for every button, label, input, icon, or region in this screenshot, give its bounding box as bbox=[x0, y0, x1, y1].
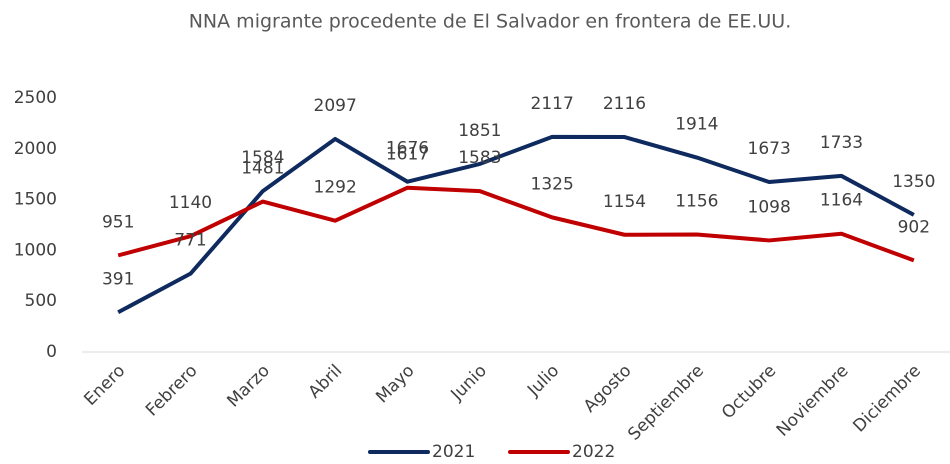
x-tick-label: Enero bbox=[80, 361, 129, 410]
data-label: 1350 bbox=[892, 172, 935, 192]
data-label: 1098 bbox=[748, 197, 791, 217]
x-tick-label: Septiembre bbox=[624, 361, 708, 445]
series-line bbox=[117, 185, 915, 263]
data-label: 1154 bbox=[603, 192, 646, 212]
data-label: 2097 bbox=[314, 96, 357, 116]
y-tick-label: 2000 bbox=[14, 139, 57, 159]
data-label: 771 bbox=[174, 231, 206, 251]
data-label: 1140 bbox=[169, 193, 212, 213]
data-label: 1583 bbox=[458, 148, 501, 168]
data-label: 391 bbox=[102, 269, 134, 289]
x-tick-label: Agosto bbox=[580, 361, 636, 417]
data-label: 1164 bbox=[820, 191, 863, 211]
y-tick-label: 2500 bbox=[14, 88, 57, 108]
x-tick-label: Diciembre bbox=[849, 361, 925, 437]
chart-title: NNA migrante procedente de El Salvador e… bbox=[189, 11, 792, 33]
y-tick-label: 0 bbox=[46, 342, 57, 362]
data-label: 1481 bbox=[241, 159, 284, 179]
x-tick-label: Mayo bbox=[372, 361, 418, 407]
x-tick-label: Marzo bbox=[223, 361, 273, 411]
data-label: 902 bbox=[898, 217, 930, 237]
data-label: 1156 bbox=[675, 192, 718, 212]
data-label: 1733 bbox=[820, 133, 863, 153]
data-label: 2117 bbox=[531, 94, 574, 114]
y-tick-label: 500 bbox=[25, 291, 57, 311]
data-label: 1676 bbox=[386, 139, 429, 159]
x-tick-label: Junio bbox=[447, 361, 491, 405]
legend-label: 2022 bbox=[572, 442, 615, 462]
series-line bbox=[117, 134, 915, 315]
data-label: 1292 bbox=[314, 178, 357, 198]
data-label: 951 bbox=[102, 212, 134, 232]
data-label: 2116 bbox=[603, 94, 646, 114]
data-label: 1584 bbox=[241, 148, 284, 168]
x-tick-label: Noviembre bbox=[773, 361, 853, 441]
y-tick-label: 1500 bbox=[14, 190, 57, 210]
x-tick-label: Febrero bbox=[142, 361, 202, 421]
legend-label: 2021 bbox=[432, 442, 475, 462]
data-label: 1673 bbox=[748, 139, 791, 159]
x-tick-label: Julio bbox=[523, 361, 563, 401]
data-label: 1325 bbox=[531, 174, 574, 194]
x-tick-label: Octubre bbox=[718, 361, 780, 423]
data-label: 1914 bbox=[675, 115, 718, 135]
data-label: 1851 bbox=[458, 121, 501, 141]
x-tick-label: Abril bbox=[305, 361, 347, 403]
y-tick-label: 1000 bbox=[14, 240, 57, 260]
data-label: 1617 bbox=[386, 145, 429, 165]
